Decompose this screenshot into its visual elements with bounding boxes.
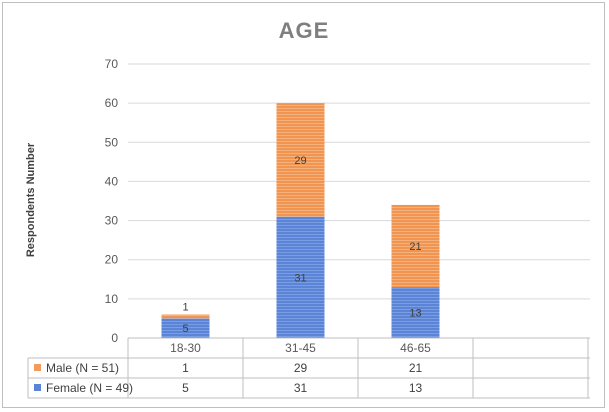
y-axis-label: Respondents Number <box>25 142 37 257</box>
data-label-female: 31 <box>294 272 306 284</box>
bar-female <box>391 287 440 338</box>
y-tick-label: 60 <box>105 96 119 110</box>
bar-male <box>276 103 325 217</box>
legend-label: Male (N = 51) <box>46 361 119 375</box>
chart-title: AGE <box>279 18 330 43</box>
data-label-female: 13 <box>409 308 421 320</box>
bar-female <box>276 216 325 338</box>
table-value: 1 <box>182 361 189 375</box>
data-label-male: 1 <box>182 302 188 314</box>
table-value: 29 <box>294 361 308 375</box>
y-axis-ticks: 0 10 20 30 40 50 60 70 <box>105 57 119 345</box>
legend-label: Female (N = 49) <box>46 381 133 395</box>
data-label-male: 21 <box>409 241 421 253</box>
x-category-label: 18-30 <box>170 341 201 355</box>
x-category-label: 31-45 <box>285 341 316 355</box>
data-label-male: 29 <box>294 155 306 167</box>
table-value: 5 <box>182 381 189 395</box>
y-tick-label: 70 <box>105 57 119 71</box>
x-category-label: 46-65 <box>400 341 431 355</box>
legend-swatch <box>34 364 41 371</box>
y-tick-label: 20 <box>105 253 119 267</box>
y-tick-label: 40 <box>105 174 119 188</box>
table-value: 31 <box>294 381 308 395</box>
bar-male <box>161 314 210 319</box>
table-value: 21 <box>409 361 423 375</box>
y-tick-label: 30 <box>105 214 119 228</box>
data-label-female: 5 <box>182 323 188 335</box>
bar-female <box>161 318 210 338</box>
y-tick-label: 50 <box>105 135 119 149</box>
bar-male <box>391 204 440 288</box>
data-labels: 5 1 31 29 13 21 <box>182 155 421 335</box>
legend-swatch <box>34 384 41 391</box>
bars <box>161 103 440 338</box>
y-tick-label: 10 <box>105 292 119 306</box>
gridlines <box>128 63 590 339</box>
table-value: 13 <box>409 381 423 395</box>
y-tick-label: 0 <box>111 331 118 345</box>
data-table: 18-30 31-45 46-65 Male (N = 51) 1 29 21 Female … <box>27 337 590 399</box>
